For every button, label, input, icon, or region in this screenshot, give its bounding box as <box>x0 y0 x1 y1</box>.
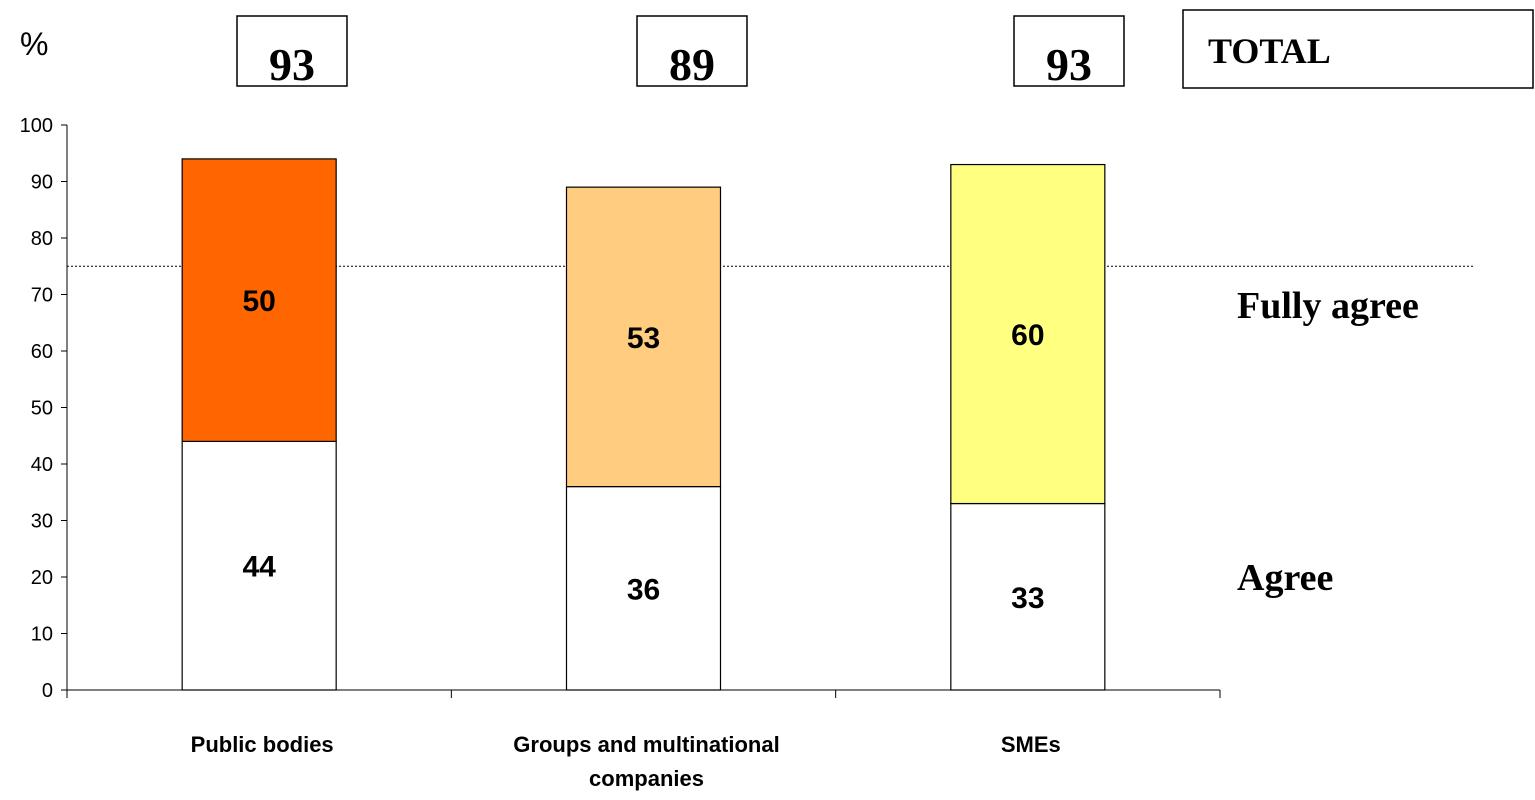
y-tick-label: 20 <box>31 567 53 589</box>
data-label-fully-agree-2: 60 <box>1011 319 1044 352</box>
y-tick-label: 50 <box>31 398 53 420</box>
category-label-2: SMEs <box>1001 732 1061 757</box>
total-title-box: TOTAL <box>1183 10 1533 88</box>
y-tick-label: 30 <box>31 511 53 533</box>
data-label-agree-1: 36 <box>627 573 660 606</box>
data-label-agree-2: 33 <box>1011 582 1044 615</box>
legend-agree: Agree <box>1237 557 1333 599</box>
category-label-line: Public bodies <box>191 732 334 757</box>
category-label-line: companies <box>589 766 704 791</box>
total-value-groups: 89 <box>669 39 715 90</box>
y-tick-label: 0 <box>42 680 53 702</box>
category-label-line: SMEs <box>1001 732 1061 757</box>
category-label-0: Public bodies <box>191 732 334 757</box>
category-label-line: Groups and multinational <box>513 732 779 757</box>
y-tick-label: 60 <box>31 341 53 363</box>
category-label-1: Groups and multinational companies <box>513 732 779 791</box>
total-box-smes: 93 <box>1014 16 1124 90</box>
total-value-smes: 93 <box>1046 39 1092 90</box>
data-label-fully-agree-1: 53 <box>627 322 660 355</box>
total-box-public-bodies: 93 <box>237 16 347 90</box>
bars <box>182 159 1105 690</box>
y-unit-label: % <box>20 26 48 62</box>
total-title: TOTAL <box>1208 31 1331 71</box>
y-axis: 0 10 20 30 40 50 60 70 80 90 100 <box>20 115 67 702</box>
y-tick-label: 10 <box>31 624 53 646</box>
y-tick-label: 90 <box>31 172 53 194</box>
category-labels: Public bodies Groups and multinational com… <box>191 732 1061 791</box>
data-label-fully-agree-0: 50 <box>242 285 275 318</box>
total-box-groups: 89 <box>637 16 747 90</box>
y-tick-label: 100 <box>20 115 53 137</box>
data-label-agree-0: 44 <box>242 551 276 584</box>
y-tick-label: 70 <box>31 285 53 307</box>
y-tick-label: 40 <box>31 454 53 476</box>
legend-fully-agree: Fully agree <box>1237 285 1419 327</box>
total-value-public-bodies: 93 <box>269 39 315 90</box>
y-tick-label: 80 <box>31 228 53 250</box>
